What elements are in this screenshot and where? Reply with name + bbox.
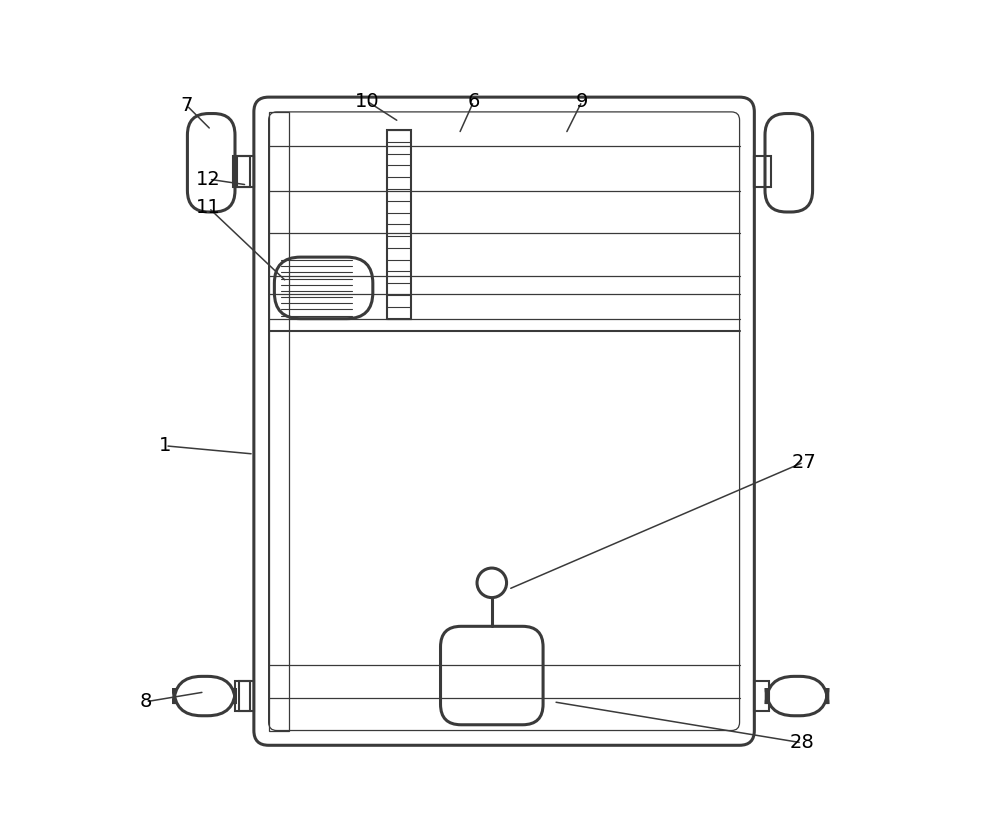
Text: 10: 10 xyxy=(355,92,379,111)
Text: 9: 9 xyxy=(576,92,588,111)
Text: 7: 7 xyxy=(180,96,193,115)
Text: 12: 12 xyxy=(196,169,221,188)
Text: 6: 6 xyxy=(468,92,480,111)
Bar xyxy=(754,156,771,188)
Text: 8: 8 xyxy=(139,692,152,711)
Bar xyxy=(387,130,411,319)
Bar xyxy=(754,681,769,711)
Bar xyxy=(237,156,254,188)
Text: 28: 28 xyxy=(790,733,814,752)
Bar xyxy=(239,681,254,711)
Text: 11: 11 xyxy=(196,198,221,217)
Text: 1: 1 xyxy=(159,436,171,455)
Bar xyxy=(233,156,250,188)
Bar xyxy=(235,681,250,711)
Text: 27: 27 xyxy=(791,453,816,472)
Bar xyxy=(269,112,289,730)
